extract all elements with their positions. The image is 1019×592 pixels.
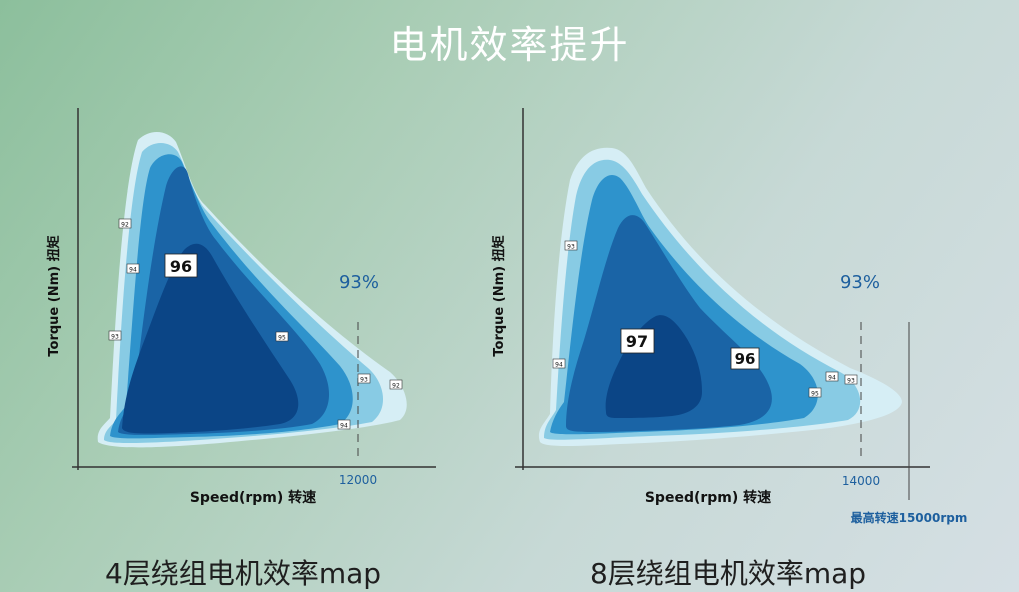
y-axis-label: Torque (Nm) 扭矩 xyxy=(46,235,62,356)
secondary-efficiency-text: 96 xyxy=(735,350,756,368)
max-speed-tick: 14000 xyxy=(842,474,880,488)
contour-label-text: 93 xyxy=(111,334,119,341)
chart-8-layer: 93 94 95 94 93 97 96 93% 14000 最高转速15000… xyxy=(491,108,967,525)
contour-label-text: 94 xyxy=(828,375,836,382)
contour-label: 92 xyxy=(389,379,403,390)
efficiency-region-level5 xyxy=(605,315,702,418)
x-axis-label: Speed(rpm) 转速 xyxy=(645,489,771,506)
contour-label-text: 93 xyxy=(567,244,575,251)
peak-efficiency-text: 96 xyxy=(170,257,192,276)
contour-label: 94 xyxy=(126,263,140,274)
contour-label-text: 93 xyxy=(847,378,855,385)
caption-4-layer: 4层绕组电机效率map xyxy=(105,557,382,590)
contour-label-text: 92 xyxy=(392,383,400,390)
contour-label-text: 94 xyxy=(129,267,137,274)
contour-label: 93 xyxy=(844,374,858,385)
contour-label-text: 92 xyxy=(121,222,129,229)
contour-label-text: 93 xyxy=(360,377,368,384)
contour-label-text: 95 xyxy=(811,391,819,398)
contour-label: 94 xyxy=(552,358,566,369)
contour-label: 95 xyxy=(275,331,289,342)
highlight-efficiency: 93% xyxy=(339,272,379,293)
highlight-efficiency: 93% xyxy=(840,272,880,293)
contour-label: 93 xyxy=(357,373,371,384)
max-speed-tick: 12000 xyxy=(339,473,377,487)
contour-label-text: 94 xyxy=(340,423,348,430)
secondary-efficiency-label: 96 xyxy=(730,347,760,370)
page-title: 电机效率提升 xyxy=(389,23,630,67)
caption-8-layer: 8层绕组电机效率map xyxy=(590,557,867,590)
efficiency-region-level5 xyxy=(122,243,299,434)
y-axis-label: Torque (Nm) 扭矩 xyxy=(491,235,507,356)
contour-label: 92 xyxy=(118,218,132,229)
contour-label: 94 xyxy=(825,371,839,382)
contour-label-text: 95 xyxy=(278,335,286,342)
highest-speed-note: 最高转速15000rpm xyxy=(851,510,968,525)
contour-label: 95 xyxy=(808,387,822,398)
peak-efficiency-label: 96 xyxy=(164,253,198,278)
contour-label: 94 xyxy=(337,419,351,430)
contour-label-text: 94 xyxy=(555,362,563,369)
contour-label: 93 xyxy=(564,240,578,251)
chart-4-layer: 92 94 93 95 93 92 94 96 xyxy=(46,108,436,506)
peak-efficiency-text: 97 xyxy=(626,332,648,351)
x-axis-label: Speed(rpm) 转速 xyxy=(190,489,316,506)
contour-label: 93 xyxy=(108,330,122,341)
peak-efficiency-label: 97 xyxy=(620,328,655,354)
